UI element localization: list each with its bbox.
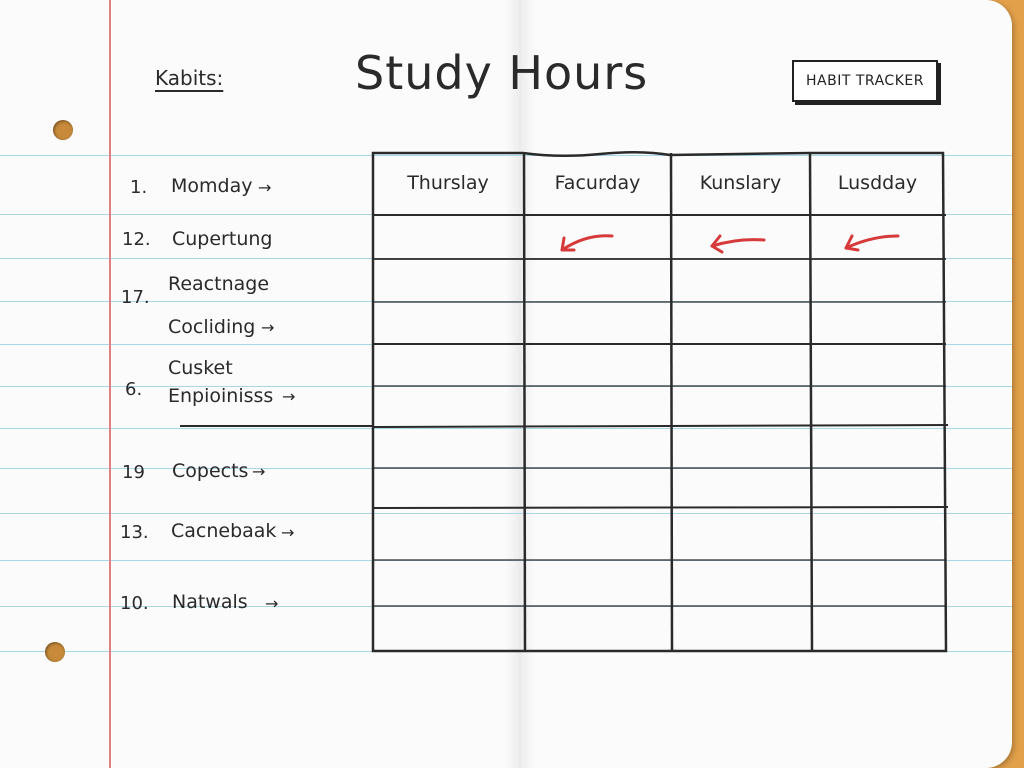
habit-number: 19 xyxy=(122,462,145,483)
habit-number: 6. xyxy=(125,379,143,400)
ruled-line xyxy=(0,155,1012,156)
ruled-line xyxy=(0,513,1012,514)
red-arrow-left-icon xyxy=(710,234,766,254)
habit-label: Enpioinisss xyxy=(168,385,274,407)
ruled-line xyxy=(0,386,1012,387)
red-arrow-left-icon xyxy=(844,234,900,252)
habit-label: Cacnebaak xyxy=(171,520,277,542)
arrow-right-icon: → xyxy=(258,178,272,197)
ruled-line xyxy=(0,258,1012,259)
margin-line xyxy=(109,0,111,768)
column-header: Thurslay xyxy=(407,172,489,194)
habit-label: Cusket xyxy=(168,357,233,379)
habit-number: 12. xyxy=(122,229,151,250)
ruled-line xyxy=(0,214,1012,215)
ruled-line xyxy=(0,301,1012,302)
ruled-line xyxy=(0,428,1012,429)
habit-number: 13. xyxy=(120,522,149,543)
arrow-right-icon: → xyxy=(282,387,296,406)
arrow-right-icon: → xyxy=(252,462,266,481)
column-header: Kunslary xyxy=(699,172,782,194)
binder-hole xyxy=(53,120,73,140)
arrow-right-icon: → xyxy=(281,523,295,542)
habit-label: Cupertung xyxy=(172,228,273,250)
habit-number: 10. xyxy=(120,593,149,614)
ruled-line xyxy=(0,651,1012,652)
habit-label: Reactnage xyxy=(168,273,270,295)
ruled-line xyxy=(0,344,1012,345)
column-header: Lusdday xyxy=(837,172,918,194)
notebook-spine xyxy=(505,0,535,768)
binder-hole xyxy=(45,642,65,662)
habit-number: 17. xyxy=(121,287,150,308)
ruled-line xyxy=(0,560,1012,561)
arrow-right-icon: → xyxy=(261,318,275,337)
habit-label: Momday xyxy=(171,175,253,197)
red-arrow-left-icon xyxy=(560,234,614,252)
ruled-line xyxy=(0,606,1012,607)
habit-label: Copects xyxy=(172,460,249,482)
ruled-line xyxy=(0,468,1012,469)
habits-label: Kabits: xyxy=(155,66,224,90)
habit-tracker-button[interactable]: HABIT TRACKER xyxy=(792,60,938,102)
arrow-right-icon: → xyxy=(265,594,279,613)
column-header: Facurday xyxy=(554,172,641,194)
page-title: Study Hours xyxy=(355,46,649,100)
habit-number: 1. xyxy=(130,177,148,198)
habit-label: Natwals xyxy=(172,591,248,613)
habit-label: Cocliding xyxy=(168,316,256,338)
